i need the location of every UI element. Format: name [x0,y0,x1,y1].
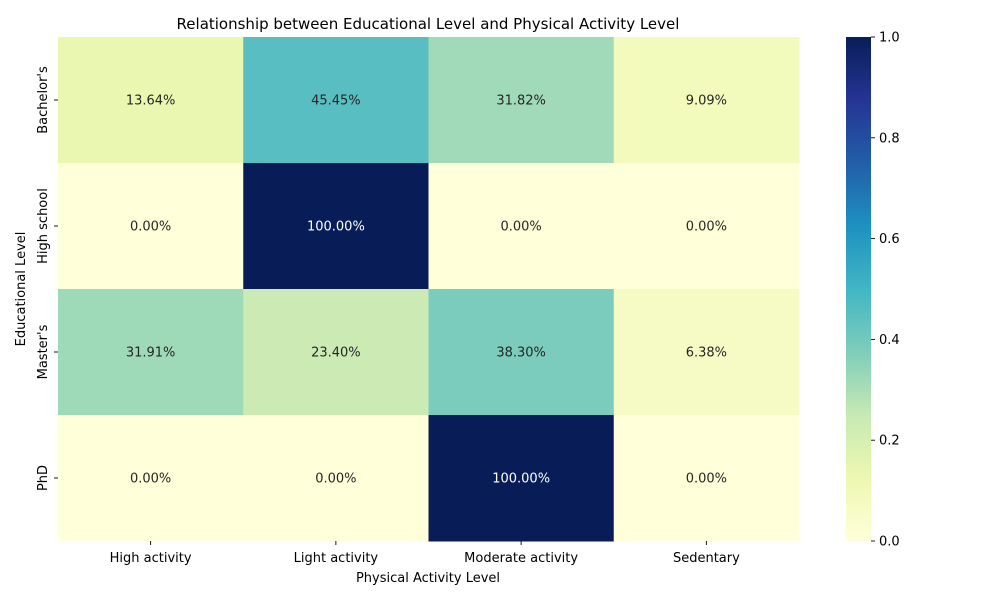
cell-annotation: 31.82% [496,94,546,109]
colorbar: 0.0 0.2 0.4 0.6 0.8 1.0 [846,31,900,550]
heatmap-cell [613,163,800,290]
cell-annotation: 0.00% [130,220,171,235]
x-tick-label: High activity [110,551,192,566]
y-axis-label: Educational Level [14,232,29,347]
x-tick-label: Moderate activity [464,551,578,566]
cell-annotation: 13.64% [126,94,176,109]
cell-annotation: 0.00% [315,472,356,487]
y-tick-label: High school [36,188,51,264]
cell-annotations: 13.64% 45.45% 31.82% 9.09% 0.00% 100.00% 0.00%… [126,94,727,487]
cell-annotation: 31.91% [126,346,176,361]
cell-annotation: 9.09% [686,94,727,109]
y-tick-label: Bachelor's [36,66,51,134]
heatmap-cell [58,289,244,416]
heatmap-cell [243,37,429,164]
heatmap-cell [613,415,800,542]
x-tick-label: Sedentary [673,551,740,566]
heatmap-cell [243,289,429,416]
colorbar-tick-label: 0.6 [879,232,900,247]
colorbar-tick-label: 0.0 [879,535,900,550]
cell-annotation: 38.30% [496,346,546,361]
colorbar-tick-label: 1.0 [879,31,900,46]
heatmap-cell [58,415,244,542]
x-axis-label: Physical Activity Level [356,571,500,586]
y-tick-label: PhD [36,465,51,491]
heatmap-cell [243,415,429,542]
cell-annotation: 0.00% [130,472,171,487]
y-axis: Bachelor's High school Master's PhD [36,66,58,491]
heatmap-cell [428,163,615,290]
cell-annotation: 100.00% [492,472,550,487]
cell-annotation: 23.40% [311,346,361,361]
heatmap-cell [428,415,615,542]
heatmap-cell [613,289,800,416]
cell-annotation: 100.00% [307,220,365,235]
colorbar-tick-label: 0.8 [879,131,900,146]
heatmap-cell [58,163,244,290]
cell-annotation: 0.00% [686,220,727,235]
heatmap-cell [613,37,800,164]
chart-title: Relationship between Educational Level a… [177,15,680,33]
colorbar-gradient [846,37,871,541]
y-tick-label: Master's [36,324,51,379]
x-axis: High activity Light activity Moderate acti… [110,541,740,566]
heatmap-cell [58,37,244,164]
x-tick-label: Light activity [294,551,379,566]
heatmap-cells [58,37,800,542]
colorbar-ticks: 0.0 0.2 0.4 0.6 0.8 1.0 [871,31,900,550]
heatmap-cell [428,289,615,416]
cell-annotation: 6.38% [686,346,727,361]
cell-annotation: 45.45% [311,94,361,109]
heatmap-cell [428,37,615,164]
heatmap-cell [243,163,429,290]
cell-annotation: 0.00% [686,472,727,487]
colorbar-tick-label: 0.4 [879,333,900,348]
cell-annotation: 0.00% [500,220,541,235]
colorbar-tick-label: 0.2 [879,434,900,449]
